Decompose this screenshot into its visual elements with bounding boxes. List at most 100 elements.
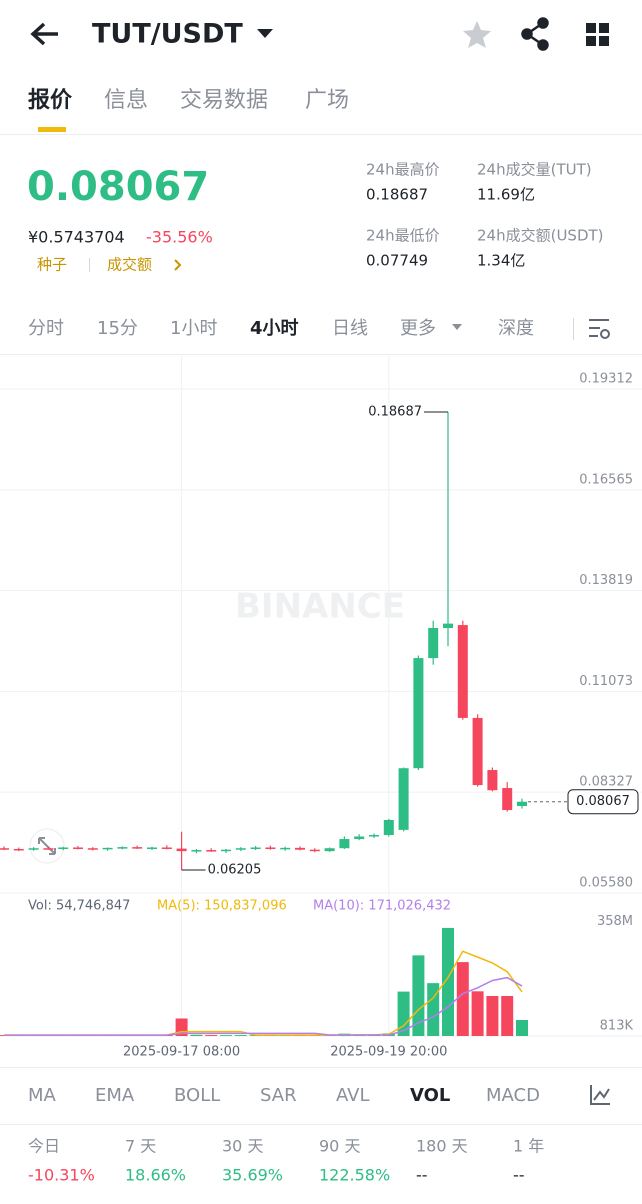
ma5-legend: MA(5): 150,837,096 [157, 899, 287, 914]
separator [89, 258, 90, 272]
timeframe[interactable]: 深度 [498, 318, 534, 339]
performance: 今日 -10.31% 7 天 18.66% 30 天 35.69% 90 天 122.58% 1… [28, 1137, 544, 1185]
timeframe[interactable]: 日线 [332, 318, 368, 339]
chart: 0.19312 0.16565 0.13819 0.11073 0.08327 0.055… [0, 356, 642, 1060]
tab[interactable]: 广场 [305, 88, 349, 113]
y-tick-label: 0.05580 [579, 876, 633, 891]
candle-body [339, 839, 350, 849]
timeframe[interactable]: 分时 [28, 318, 64, 339]
period-value: -10.31% [28, 1166, 95, 1185]
volume-bar [471, 991, 484, 1036]
tab-indicator [38, 127, 66, 132]
menu-grid[interactable] [586, 23, 609, 46]
change: -35.56% [146, 228, 213, 247]
divider [0, 1124, 642, 1125]
stat-label: 24h成交额(USDT) [477, 227, 604, 245]
tab[interactable]: 交易数据 [180, 88, 268, 113]
divider [0, 1067, 642, 1068]
share[interactable] [521, 17, 549, 51]
tag[interactable]: 种子 [37, 256, 67, 274]
expand-button[interactable] [29, 828, 65, 864]
candle-body [43, 848, 54, 850]
volume-bar [501, 995, 514, 1036]
candle-body [13, 848, 24, 851]
indicator[interactable]: MA [28, 1085, 57, 1106]
volume-bar [190, 1034, 203, 1036]
candle-body [28, 848, 39, 850]
volume-bar [234, 1035, 247, 1036]
indicator-settings[interactable] [590, 1085, 610, 1105]
last-price-label: 0.08067 [576, 794, 630, 809]
period-label: 180 天 [416, 1137, 468, 1156]
candle-body [87, 848, 98, 850]
tab[interactable]: 信息 [104, 88, 148, 113]
candle-body [176, 848, 187, 852]
candle-body [235, 848, 246, 850]
indicator[interactable]: SAR [260, 1085, 297, 1106]
period-value: -- [416, 1166, 428, 1185]
x-tick-label: 2025-09-19 20:00 [330, 1045, 447, 1060]
candle-body [324, 848, 335, 852]
volume-bar [220, 1035, 232, 1036]
vol-tick-label: 358M [597, 914, 633, 929]
period-label: 90 天 [319, 1137, 360, 1156]
stat-value: 1.34亿 [477, 252, 525, 270]
volume-bar [205, 1035, 218, 1036]
candle-body [102, 847, 113, 850]
divider [0, 354, 642, 355]
period-value: -- [513, 1166, 525, 1185]
candle-body [502, 788, 513, 811]
candle-body [280, 847, 291, 850]
candle-body [0, 848, 9, 850]
candle-body [309, 849, 320, 852]
timeframe[interactable]: 1小时 [170, 318, 217, 339]
timeframe[interactable]: 更多 [400, 318, 436, 339]
y-tick-label: 0.19312 [579, 372, 633, 387]
period-label: 今日 [28, 1137, 60, 1156]
ma10-legend: MA(10): 171,026,432 [313, 899, 451, 914]
candle-body [117, 847, 128, 849]
indicator[interactable]: BOLL [174, 1085, 220, 1106]
candle-body [161, 847, 172, 849]
timeframe[interactable]: 4小时 [250, 318, 299, 339]
timeframe[interactable]: 15分 [97, 318, 138, 339]
vol-tick-label: 813K [600, 1018, 634, 1033]
pair[interactable]: TUT/USDT [92, 19, 243, 50]
indicator[interactable]: MACD [486, 1085, 540, 1106]
candle-body [147, 847, 157, 849]
candle-body [457, 625, 468, 718]
volume-bar [412, 955, 425, 1036]
period-label: 30 天 [222, 1137, 263, 1156]
chart-settings[interactable] [589, 319, 610, 339]
link[interactable]: 成交额 [107, 256, 152, 274]
favorite[interactable] [463, 21, 491, 48]
volume-bar [486, 995, 499, 1036]
back-button[interactable] [30, 22, 58, 46]
candle-body [428, 628, 439, 659]
candle-body [472, 717, 483, 786]
indicator[interactable]: AVL [336, 1085, 370, 1106]
candle-body [369, 835, 379, 837]
period-label: 7 天 [125, 1137, 156, 1156]
period-label: 1 年 [513, 1137, 544, 1156]
separator [573, 318, 574, 340]
stat-value: 11.69亿 [477, 186, 535, 204]
volume-bar [516, 1020, 528, 1036]
divider [0, 134, 642, 135]
high-label: 0.18687 [368, 404, 422, 419]
candle-body [413, 658, 424, 769]
y-tick-label: 0.08327 [579, 775, 633, 790]
indicator[interactable]: VOL [410, 1085, 450, 1106]
period-value: 18.66% [125, 1166, 186, 1185]
candle-body [354, 836, 365, 840]
tab[interactable]: 报价 [28, 88, 73, 113]
dropdown [452, 324, 462, 330]
ma10-line [4, 976, 523, 1036]
candle-body [265, 847, 276, 849]
candle-body [398, 768, 409, 830]
indicator[interactable]: EMA [95, 1085, 135, 1106]
pair-dropdown[interactable] [257, 29, 273, 38]
low-label: 0.06205 [208, 863, 262, 878]
candle-body [73, 847, 83, 849]
